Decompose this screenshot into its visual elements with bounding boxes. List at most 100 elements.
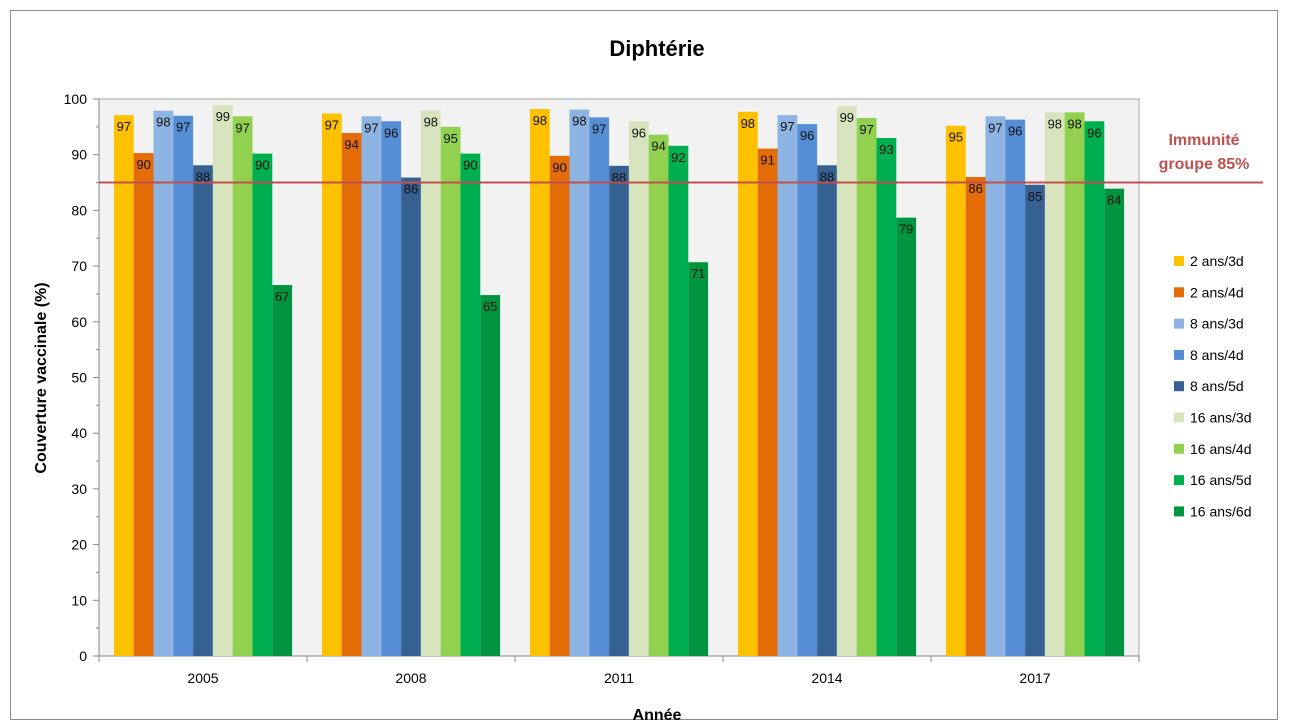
data-label: 88 — [196, 169, 210, 184]
bar — [173, 115, 194, 656]
data-label: 88 — [820, 169, 834, 184]
bar — [1084, 121, 1105, 656]
data-label: 90 — [136, 157, 150, 172]
data-label: 97 — [592, 121, 606, 136]
data-label: 97 — [364, 120, 378, 135]
data-label: 97 — [176, 120, 190, 135]
chart-title: Diphtérie — [609, 36, 704, 61]
bar — [321, 113, 342, 657]
data-label: 93 — [879, 142, 893, 157]
bar — [569, 109, 590, 656]
data-label: 65 — [483, 299, 497, 314]
bar — [688, 262, 709, 656]
bar — [1025, 184, 1045, 656]
legend-swatch — [1174, 412, 1184, 423]
data-label: 98 — [572, 114, 586, 129]
legend-item-label: 16 ans/6d — [1190, 503, 1252, 519]
data-label: 95 — [949, 130, 963, 145]
data-label: 94 — [651, 139, 665, 154]
x-tick-label: 2008 — [395, 670, 426, 686]
y-tick-label: 30 — [71, 481, 87, 497]
bar — [648, 134, 669, 656]
data-label: 67 — [275, 289, 289, 304]
legend-swatch — [1174, 287, 1184, 298]
bar — [1044, 112, 1065, 657]
bar — [193, 165, 213, 656]
legend-item-label: 16 ans/5d — [1190, 472, 1252, 488]
y-tick-label: 10 — [71, 592, 87, 608]
legend-item-label: 8 ans/4d — [1190, 347, 1244, 363]
data-label: 86 — [404, 182, 418, 197]
y-tick-label: 40 — [71, 425, 87, 441]
data-label: 97 — [988, 120, 1002, 135]
bar — [529, 109, 550, 656]
bar — [1064, 112, 1085, 657]
legend-swatch — [1174, 475, 1184, 486]
bar — [965, 176, 986, 657]
data-label: 88 — [612, 170, 626, 185]
data-label: 97 — [235, 120, 249, 135]
bar — [836, 106, 857, 657]
bar — [401, 177, 421, 657]
legend-item-label: 16 ans/3d — [1190, 410, 1252, 426]
data-label: 98 — [1048, 116, 1062, 131]
y-tick-label: 50 — [71, 370, 87, 386]
bar — [460, 153, 481, 656]
legend-item-label: 2 ans/4d — [1190, 284, 1244, 300]
data-label: 98 — [533, 113, 547, 128]
bar — [757, 148, 778, 656]
legend-item-label: 2 ans/3d — [1190, 253, 1244, 269]
legend-item-label: 16 ans/4d — [1190, 441, 1252, 457]
data-label: 91 — [760, 153, 774, 168]
bar — [252, 153, 273, 656]
data-label: 98 — [156, 115, 170, 130]
x-tick-label: 2014 — [811, 670, 842, 686]
y-tick-label: 100 — [64, 91, 88, 107]
bar — [133, 153, 154, 657]
bar — [440, 126, 461, 657]
data-label: 97 — [117, 119, 131, 134]
bar — [896, 217, 917, 657]
reference-line-label: groupe 85% — [1159, 156, 1250, 173]
data-label: 96 — [632, 125, 646, 140]
y-tick-label: 0 — [79, 648, 87, 664]
x-tick-label: 2017 — [1019, 670, 1050, 686]
data-label: 96 — [384, 125, 398, 140]
data-label: 98 — [741, 116, 755, 131]
data-label: 90 — [552, 160, 566, 175]
bar — [609, 165, 629, 656]
bar — [272, 285, 293, 656]
bar — [153, 110, 174, 656]
legend-swatch — [1174, 506, 1184, 517]
bar — [777, 115, 798, 656]
reference-line-label: Immunité — [1168, 132, 1239, 149]
legend-swatch — [1174, 256, 1184, 266]
bar — [668, 145, 689, 656]
x-tick-label: 2011 — [604, 670, 634, 686]
legend-swatch — [1174, 349, 1184, 360]
bar — [420, 110, 441, 656]
data-label: 90 — [463, 158, 477, 173]
bar — [212, 105, 233, 656]
data-label: 98 — [424, 115, 438, 130]
y-tick-label: 80 — [71, 202, 87, 218]
data-label: 95 — [443, 131, 457, 146]
bar — [341, 132, 362, 657]
bar — [232, 116, 253, 657]
data-label: 84 — [1107, 193, 1121, 208]
y-axis-title: Couverture vaccinale (%) — [33, 282, 50, 473]
data-label: 98 — [1067, 116, 1081, 131]
data-label: 96 — [1087, 125, 1101, 140]
bar — [589, 117, 610, 657]
bar — [737, 111, 758, 657]
bar — [797, 124, 818, 656]
data-label: 97 — [859, 122, 873, 137]
legend-item-label: 8 ans/3d — [1190, 316, 1244, 332]
data-label: 79 — [899, 222, 913, 237]
y-tick-label: 90 — [71, 147, 87, 163]
data-label: 85 — [1028, 189, 1042, 204]
data-label: 92 — [671, 150, 685, 165]
data-label: 99 — [840, 110, 854, 125]
data-label: 90 — [255, 158, 269, 173]
y-tick-label: 60 — [71, 314, 87, 330]
